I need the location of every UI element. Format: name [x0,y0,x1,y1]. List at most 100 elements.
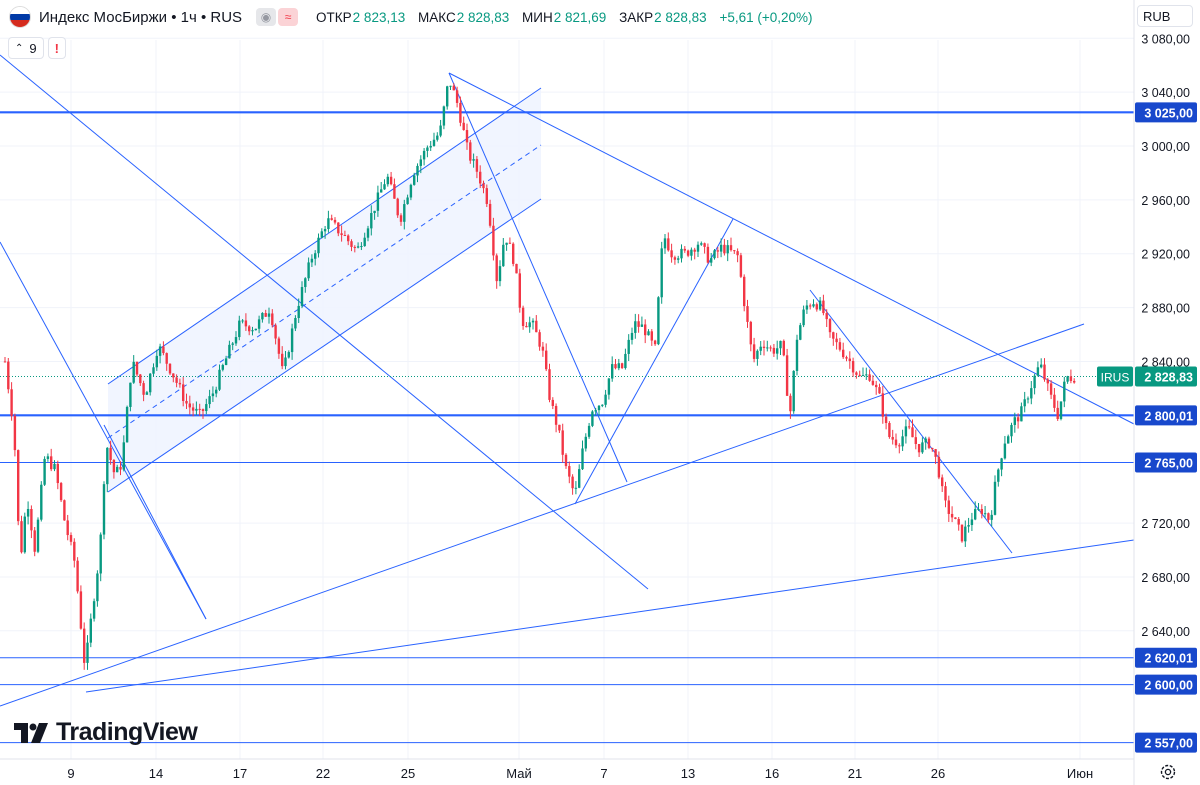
symbol-title[interactable]: Индекс МосБиржи • 1ч • RUS [39,8,243,26]
candle-body [1049,383,1053,395]
candle-body [1053,394,1056,408]
close-label: ЗАКР [619,9,654,25]
candle-body [3,361,7,363]
candle-body [294,318,297,329]
trendline-rising-support[interactable] [0,323,1085,707]
candle-body [706,246,710,263]
candle-body [409,184,413,198]
candle-body [347,235,350,242]
candle-body [327,218,330,230]
alert-icon: ! [54,40,59,56]
high-value: 2 828,83 [456,9,510,25]
candle-body [861,375,865,377]
candle-body [601,404,604,406]
candle-body [644,324,647,336]
trendline-big-diagonal[interactable] [0,54,649,590]
candle-body [818,300,822,310]
candle-body [881,393,884,417]
price-tick-label: 2 960,00 [1141,194,1190,208]
candle-body [693,249,696,252]
candle-body [898,445,901,447]
level-label-bg [1135,674,1197,695]
settings-gear-icon[interactable] [1158,762,1178,782]
price-tick-label: 2 840,00 [1141,355,1190,369]
trendline-left-diagonal[interactable] [0,241,207,620]
candle-body [1026,398,1030,400]
candle-body [172,373,175,378]
candle-body [455,90,459,103]
candle-body [211,393,215,397]
eye-icon[interactable]: ◉ [256,8,277,26]
candle-body [432,139,436,146]
candle-body [73,541,76,561]
candle-body [109,447,112,461]
candle-body [195,408,198,411]
candle-body [191,407,195,411]
trendline-rally-up[interactable] [574,218,734,505]
candle-body [779,340,782,349]
trendline-lower-support[interactable] [85,539,1135,693]
candle-body [86,642,89,663]
indicators-toggle[interactable]: ⌃ 9 [8,37,44,59]
candle-body [604,394,607,405]
candle-body [393,184,396,199]
candle-body [343,235,347,237]
level-label-bg [1135,732,1197,753]
candle-body [591,411,594,426]
candle-body [650,331,653,341]
candle-body [957,518,960,525]
candle-body [314,253,317,259]
alert-button[interactable]: ! [47,37,66,59]
candle-body [469,142,472,161]
candle-body [208,396,211,405]
level-label-bg [1135,452,1197,473]
candle-body [993,481,997,515]
indicator-bar: ⌃ 9 ! [8,37,66,59]
waves-icon[interactable]: ≈ [278,8,299,26]
candle-body [1043,364,1046,380]
candle-body [1066,376,1069,382]
candle-body [512,243,515,264]
candle-body [776,348,779,354]
currency-selector[interactable]: RUB [1137,5,1193,27]
time-axis[interactable]: 9 14 17 22 25 Май 7 13 16 21 26 Июн [67,766,1093,781]
candle-body [297,305,300,319]
trendline-peak-down[interactable] [448,72,628,483]
candle-body [129,382,132,407]
candle-body [690,249,693,256]
channel-upper-line[interactable] [107,87,542,385]
trend-drawings[interactable] [0,54,1135,707]
candle-body [868,374,871,381]
candle-body [997,469,1000,482]
candle-body [119,466,122,470]
candle-body [205,404,208,412]
candle-body [96,573,99,602]
candle-body [848,358,851,362]
tradingview-logo-icon [14,722,48,743]
candle-body [535,320,538,333]
candle-body [446,86,449,107]
candle-body [99,534,102,574]
channel-lower-line[interactable] [107,198,542,493]
candle-body [871,380,875,385]
candle-body [538,332,541,347]
candle-body [185,400,188,404]
low-label: МИН [522,9,553,25]
candle-body [376,192,380,211]
candle-body [23,516,26,553]
candle-body [475,159,479,172]
candle-body [571,476,574,489]
trendline-long-resistance[interactable] [448,72,1135,425]
candle-body [911,427,914,438]
candle-body [756,350,759,359]
candle-body [785,355,789,396]
price-axis[interactable]: 2 640,00 2 680,00 2 720,00 2 840,00 2 880,00… [1141,32,1190,639]
candle-body [620,363,624,369]
candle-body [759,346,762,351]
candle-body [158,346,162,356]
candle-body [92,601,96,619]
candle-body [112,460,116,473]
candle-body [248,326,251,332]
trendline-early-down[interactable] [103,424,207,620]
